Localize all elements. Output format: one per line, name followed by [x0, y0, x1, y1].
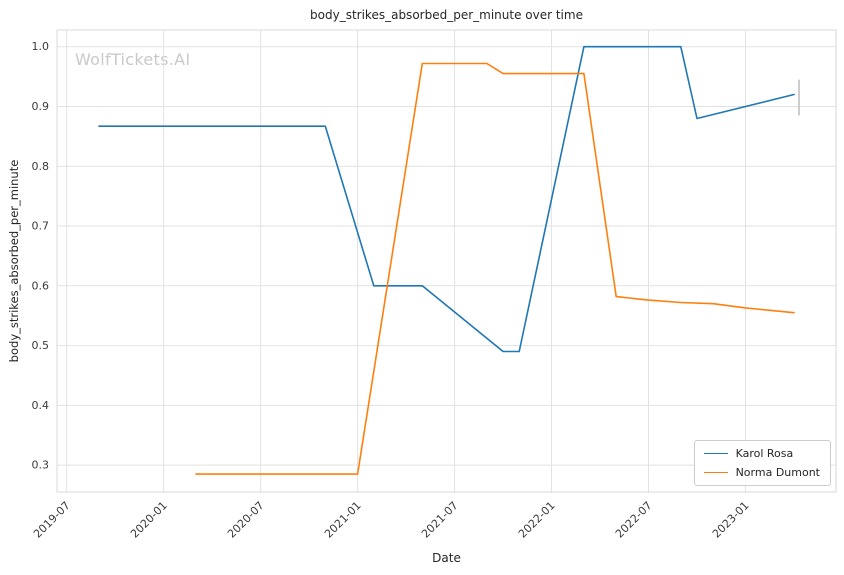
legend: Karol Rosa Norma Dumont [693, 440, 831, 486]
y-tick-label: 0.8 [32, 160, 50, 173]
y-tick-label: 0.9 [32, 100, 50, 113]
legend-item-karol-rosa: Karol Rosa [703, 447, 820, 460]
y-tick-label: 1.0 [32, 40, 50, 53]
watermark: WolfTickets.AI [75, 50, 191, 69]
plot-border [56, 29, 837, 493]
legend-item-norma-dumont: Norma Dumont [703, 466, 820, 479]
x-tick-label: 2020-01 [128, 499, 170, 541]
legend-label: Karol Rosa [735, 447, 794, 460]
chart-title: body_strikes_absorbed_per_minute over ti… [310, 8, 583, 22]
y-tick-label: 0.7 [32, 220, 50, 233]
y-tick-label: 0.5 [32, 339, 50, 352]
y-tick-label: 0.4 [32, 399, 50, 412]
line-norma-dumont [195, 62, 795, 475]
x-tick-label: 2020-07 [225, 499, 267, 541]
x-tick-label: 2022-01 [516, 499, 558, 541]
legend-label: Norma Dumont [735, 466, 820, 479]
x-axis-label: Date [432, 551, 461, 565]
gridlines [57, 30, 836, 492]
x-tick-label: 2023-01 [710, 499, 752, 541]
line-karol-rosa [98, 45, 795, 353]
legend-line-swatch-orange [703, 472, 728, 473]
y-tick-label: 0.6 [32, 279, 50, 292]
x-tick-label: 2021-01 [322, 499, 364, 541]
x-tick-label: 2022-07 [613, 499, 655, 541]
x-tick-label: 2019-07 [31, 499, 73, 541]
y-axis-label: body_strikes_absorbed_per_minute [7, 159, 21, 363]
x-tick-label: 2021-07 [419, 499, 461, 541]
legend-line-swatch-blue [703, 453, 728, 454]
y-tick-label: 0.3 [32, 459, 50, 472]
